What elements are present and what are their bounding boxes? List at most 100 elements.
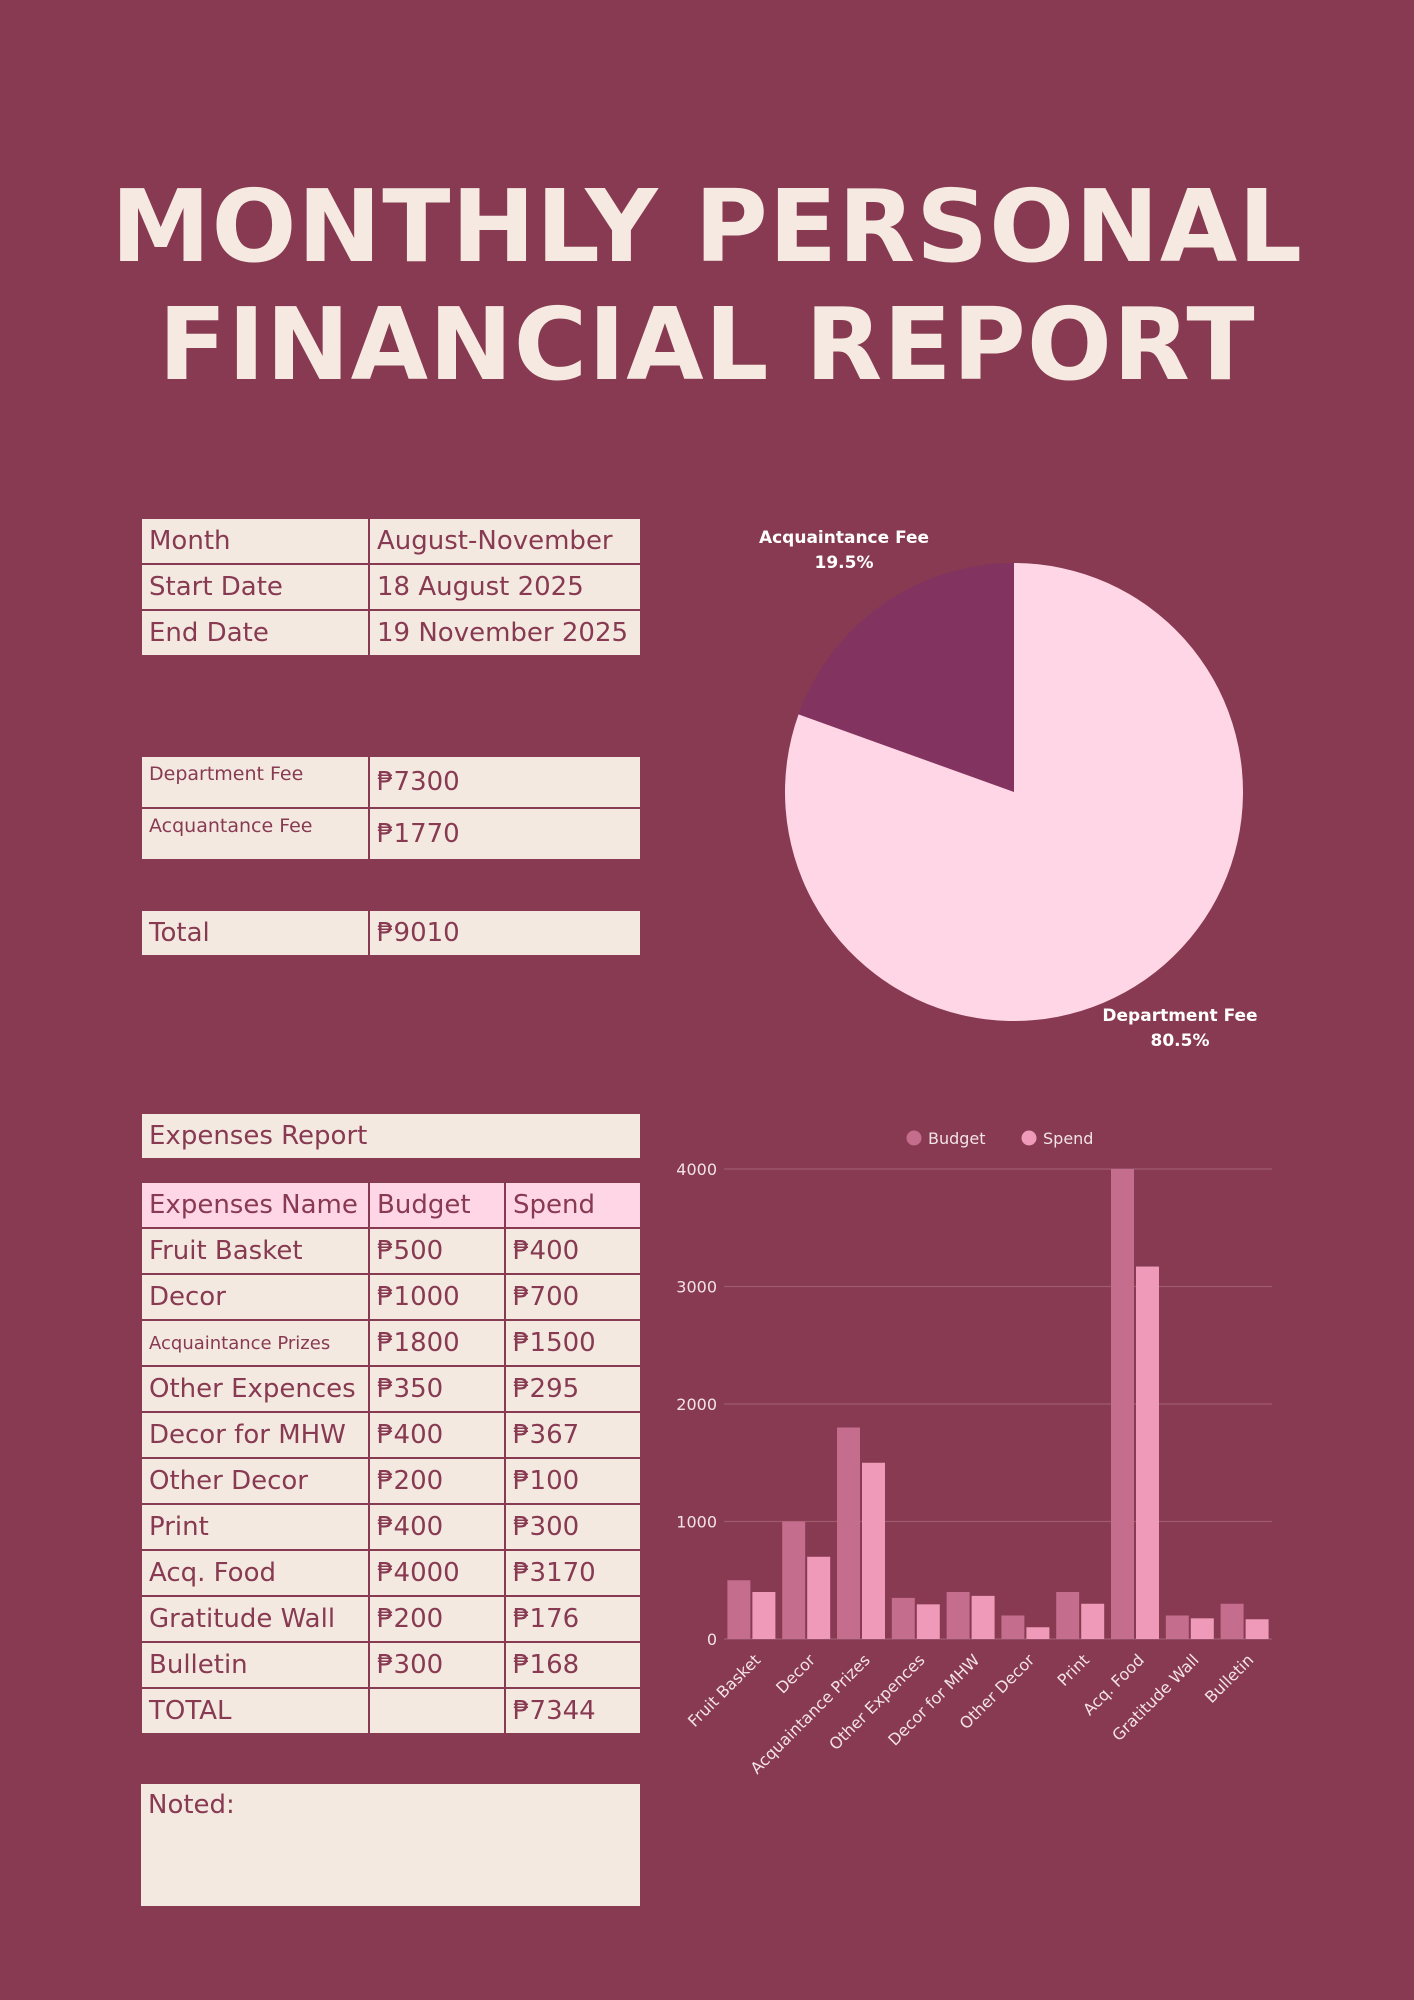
bar-spend-fruit-basket bbox=[752, 1592, 776, 1639]
x-tick-label: Other Expences bbox=[825, 1650, 928, 1753]
header-expenses-name: Expenses Name bbox=[140, 1181, 370, 1229]
bar-budget-acquaintance-prizes bbox=[837, 1427, 860, 1639]
table-row: Print ₱400 ₱300 bbox=[140, 1503, 642, 1551]
expenses-total-row: TOTAL ₱7344 bbox=[140, 1687, 642, 1735]
expense-name: Decor for MHW bbox=[140, 1411, 370, 1459]
report-info-table: Month August-November Start Date 18 Augu… bbox=[140, 517, 642, 657]
expense-name: Other Decor bbox=[140, 1457, 370, 1505]
expense-budget: ₱4000 bbox=[368, 1549, 506, 1597]
table-row: Decor ₱1000 ₱700 bbox=[140, 1273, 642, 1321]
info-value: August-November bbox=[368, 517, 642, 565]
title-line-1: MONTHLY PERSONAL bbox=[111, 168, 1303, 285]
total-row: Total ₱9010 bbox=[140, 909, 642, 957]
fee-label: Acquantance Fee bbox=[140, 807, 370, 861]
x-tick-label: Decor bbox=[772, 1650, 819, 1697]
y-tick-label: 3000 bbox=[676, 1278, 717, 1297]
table-row: Acquaintance Prizes ₱1800 ₱1500 bbox=[140, 1319, 642, 1367]
expense-budget: ₱300 bbox=[368, 1641, 506, 1689]
info-label: End Date bbox=[140, 609, 370, 657]
bar-spend-acquaintance-prizes bbox=[862, 1462, 885, 1639]
expense-spend: ₱367 bbox=[504, 1411, 642, 1459]
expense-budget: ₱200 bbox=[368, 1595, 506, 1643]
y-tick-label: 1000 bbox=[676, 1513, 717, 1532]
bar-spend-decor-for-mhw bbox=[971, 1595, 995, 1639]
bar-spend-gratitude-wall bbox=[1190, 1618, 1214, 1639]
y-tick-label: 2000 bbox=[676, 1395, 717, 1414]
expense-name: Print bbox=[140, 1503, 370, 1551]
expenses-header-row: Expenses Name Budget Spend bbox=[140, 1181, 642, 1229]
table-row: Acq. Food ₱4000 ₱3170 bbox=[140, 1549, 642, 1597]
y-tick-label: 0 bbox=[707, 1630, 717, 1649]
noted-box: Noted: bbox=[141, 1784, 640, 1906]
table-row: Gratitude Wall ₱200 ₱176 bbox=[140, 1595, 642, 1643]
expense-spend: ₱400 bbox=[504, 1227, 642, 1275]
fee-value: ₱1770 bbox=[368, 807, 642, 861]
expense-budget: ₱1800 bbox=[368, 1319, 506, 1367]
table-row: Decor for MHW ₱400 ₱367 bbox=[140, 1411, 642, 1459]
info-label: Start Date bbox=[140, 563, 370, 611]
expense-name: Fruit Basket bbox=[140, 1227, 370, 1275]
info-row-month: Month August-November bbox=[140, 517, 642, 565]
info-row-end-date: End Date 19 November 2025 bbox=[140, 609, 642, 657]
pie-slice-department-fee bbox=[785, 563, 1243, 1021]
pie-label-department: Department Fee 80.5% bbox=[1080, 1004, 1280, 1054]
expense-name: Other Expences bbox=[140, 1365, 370, 1413]
expense-name: Decor bbox=[140, 1273, 370, 1321]
info-label: Month bbox=[140, 517, 370, 565]
info-value: 18 August 2025 bbox=[368, 563, 642, 611]
expense-total-budget bbox=[368, 1687, 506, 1735]
bar-budget-acq-food bbox=[1111, 1169, 1134, 1639]
expense-name: Gratitude Wall bbox=[140, 1595, 370, 1643]
expense-budget: ₱200 bbox=[368, 1457, 506, 1505]
header-spend: Spend bbox=[504, 1181, 642, 1229]
expense-spend: ₱3170 bbox=[504, 1549, 642, 1597]
bar-budget-print bbox=[1056, 1592, 1080, 1639]
fee-row-department: Department Fee ₱7300 bbox=[140, 755, 642, 809]
bar-budget-other-expences bbox=[891, 1597, 915, 1639]
x-tick-label: Print bbox=[1054, 1650, 1093, 1689]
table-row: Bulletin ₱300 ₱168 bbox=[140, 1641, 642, 1689]
bar-spend-bulletin bbox=[1245, 1619, 1269, 1639]
bar-spend-acq-food bbox=[1136, 1266, 1159, 1639]
expense-budget: ₱1000 bbox=[368, 1273, 506, 1321]
fee-row-acquaintance: Acquantance Fee ₱1770 bbox=[140, 807, 642, 861]
legend-swatch-spend bbox=[1021, 1130, 1037, 1146]
expenses-report-title: Expenses Report bbox=[140, 1112, 642, 1160]
header-budget: Budget bbox=[368, 1181, 506, 1229]
bar-budget-fruit-basket bbox=[727, 1580, 751, 1639]
expense-name: Acquaintance Prizes bbox=[140, 1319, 370, 1367]
expense-spend: ₱100 bbox=[504, 1457, 642, 1505]
table-row: Other Decor ₱200 ₱100 bbox=[140, 1457, 642, 1505]
expense-budget: ₱400 bbox=[368, 1411, 506, 1459]
y-tick-label: 4000 bbox=[676, 1160, 717, 1179]
expense-total-label: TOTAL bbox=[140, 1687, 370, 1735]
bar-spend-other-expences bbox=[916, 1604, 940, 1639]
expense-name: Acq. Food bbox=[140, 1549, 370, 1597]
table-row: Fruit Basket ₱500 ₱400 bbox=[140, 1227, 642, 1275]
bar-budget-other-decor bbox=[1001, 1615, 1025, 1639]
x-tick-label: Fruit Basket bbox=[684, 1650, 764, 1730]
pie-label-acquaintance-name: Acquaintance Fee bbox=[758, 528, 930, 548]
noted-label: Noted: bbox=[148, 1790, 235, 1820]
expenses-table: Expenses Name Budget Spend Fruit Basket … bbox=[140, 1181, 642, 1735]
total-value: ₱9010 bbox=[368, 909, 642, 957]
expense-name: Bulletin bbox=[140, 1641, 370, 1689]
legend-label-budget: Budget bbox=[928, 1129, 986, 1148]
fees-table: Department Fee ₱7300 Acquantance Fee ₱17… bbox=[140, 755, 642, 861]
expense-budget: ₱500 bbox=[368, 1227, 506, 1275]
total-label: Total bbox=[140, 909, 370, 957]
pie-label-department-pct: 80.5% bbox=[1150, 1031, 1210, 1051]
expenses-report-heading: Expenses Report bbox=[140, 1112, 642, 1160]
expense-spend: ₱300 bbox=[504, 1503, 642, 1551]
title-line-2: FINANCIAL REPORT bbox=[158, 286, 1256, 403]
legend-label-spend: Spend bbox=[1043, 1129, 1093, 1148]
bar-budget-decor-for-mhw bbox=[946, 1592, 970, 1639]
fee-label: Department Fee bbox=[140, 755, 370, 809]
expense-spend: ₱700 bbox=[504, 1273, 642, 1321]
bar-spend-print bbox=[1081, 1603, 1105, 1639]
expense-spend: ₱176 bbox=[504, 1595, 642, 1643]
pie-label-acquaintance: Acquaintance Fee 19.5% bbox=[744, 526, 944, 576]
bar-budget-bulletin bbox=[1220, 1603, 1244, 1639]
info-row-start-date: Start Date 18 August 2025 bbox=[140, 563, 642, 611]
